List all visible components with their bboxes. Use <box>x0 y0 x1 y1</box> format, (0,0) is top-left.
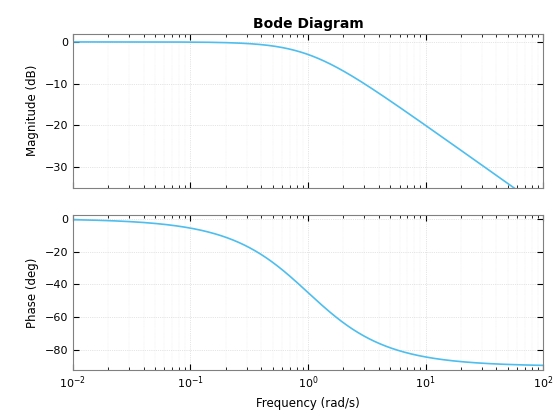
X-axis label: Frequency (rad/s): Frequency (rad/s) <box>256 396 360 410</box>
Title: Bode Diagram: Bode Diagram <box>253 17 363 31</box>
Y-axis label: Phase (deg): Phase (deg) <box>26 257 39 328</box>
Y-axis label: Magnitude (dB): Magnitude (dB) <box>26 65 39 156</box>
